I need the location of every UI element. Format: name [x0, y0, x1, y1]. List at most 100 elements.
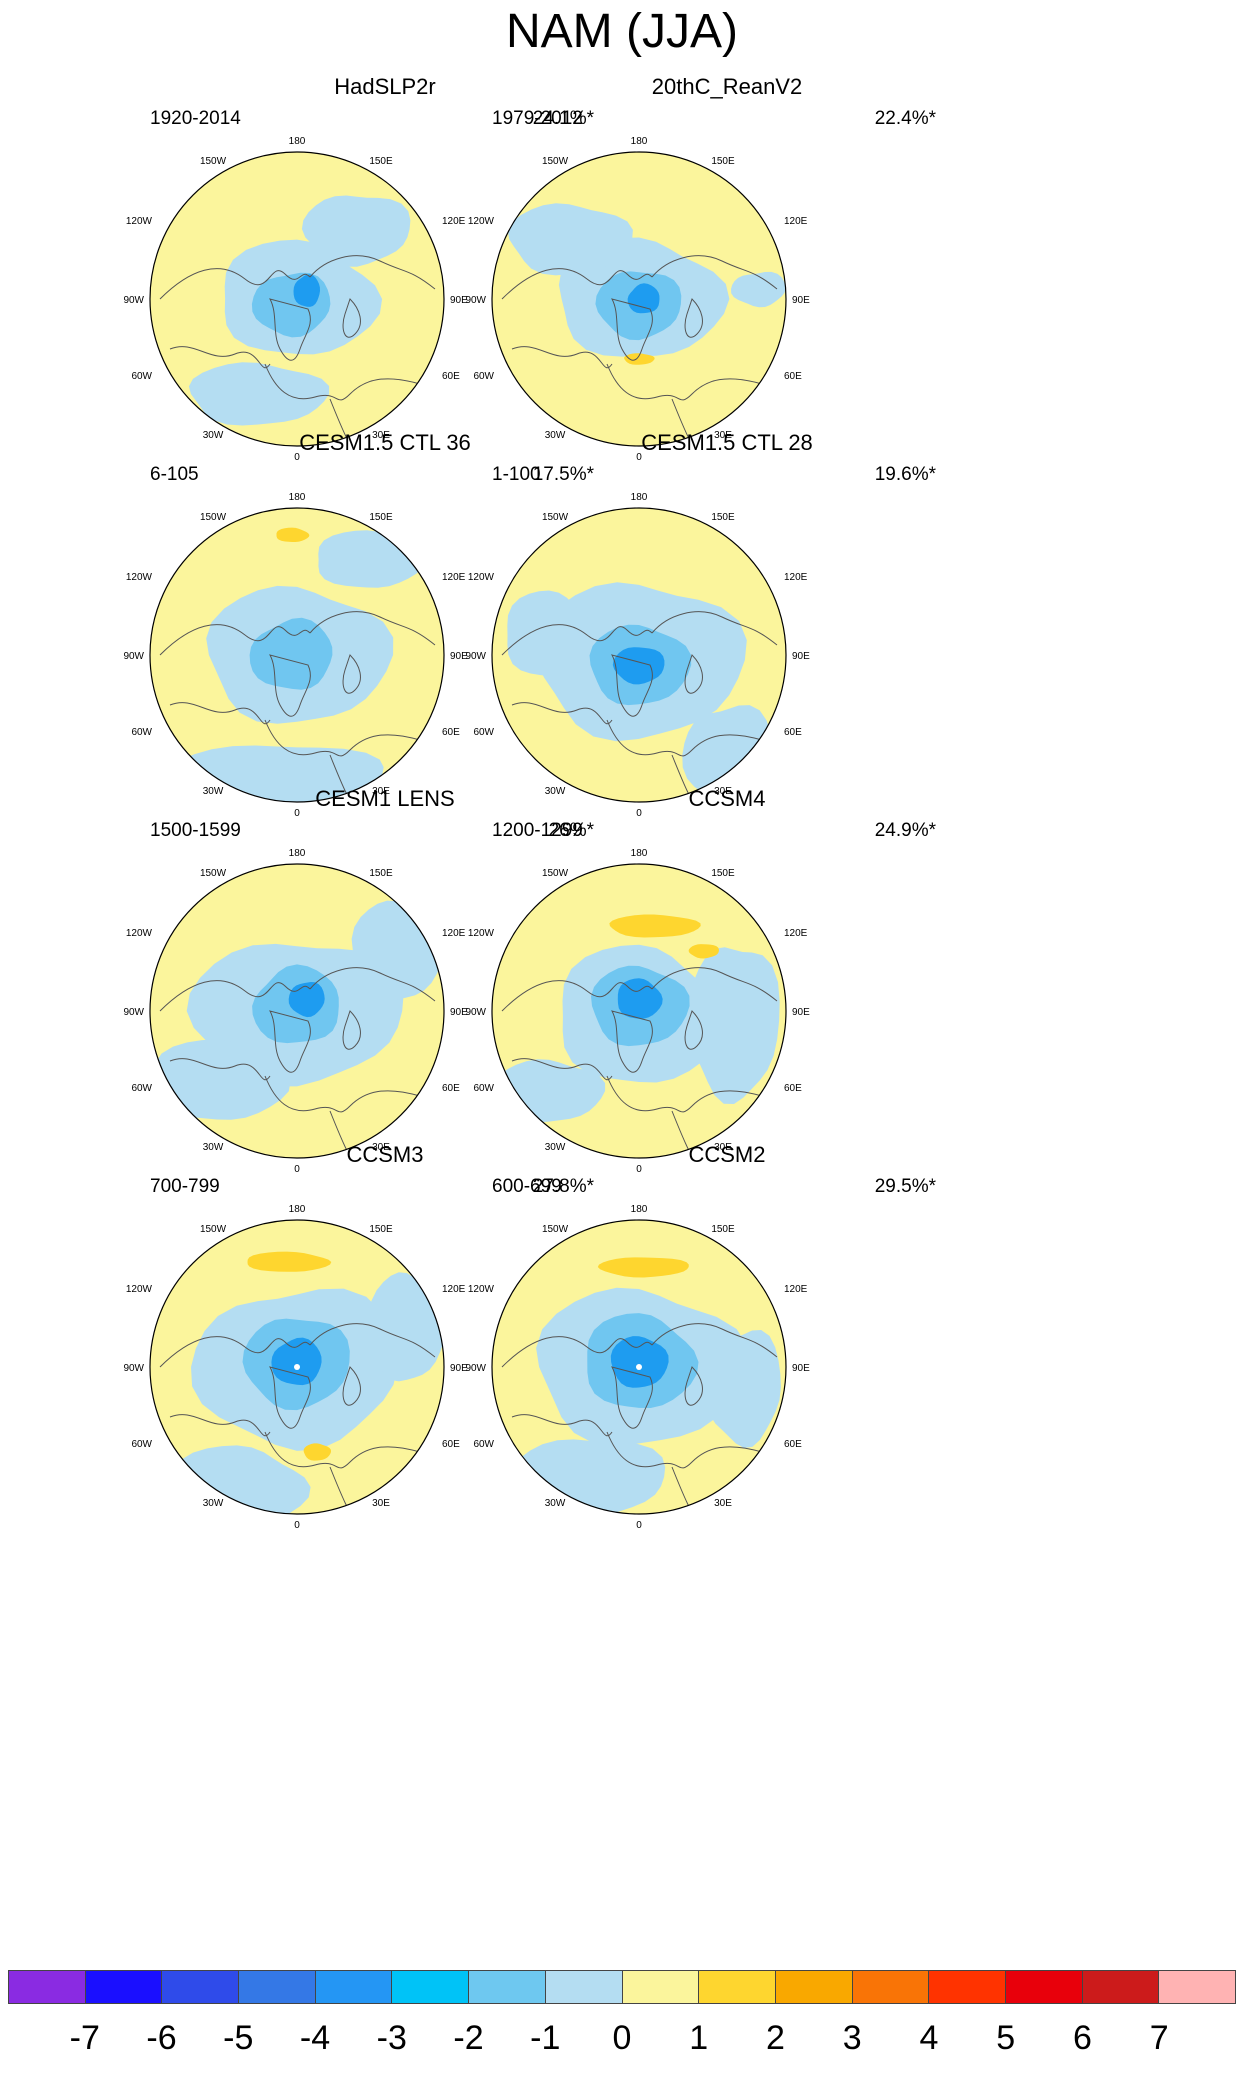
longitude-label: 150W	[200, 156, 227, 167]
map-border	[491, 1219, 787, 1515]
map-border	[491, 507, 787, 803]
panel-title: CCSM4	[688, 786, 766, 811]
map-panel: CESM1.5 CTL 36 6-105 17.5%* 180 150W 150E 120W…	[123, 430, 620, 900]
longitude-label: 60W	[131, 1083, 152, 1094]
longitude-label: 90E	[792, 1007, 810, 1018]
map-border	[149, 1219, 445, 1515]
longitude-label: 90W	[465, 1007, 486, 1018]
map-panel: CESM1.5 CTL 28 1-100 19.6%* 180 150W 150E 120W…	[465, 430, 962, 900]
colorbar-box	[162, 1971, 240, 2003]
longitude-label: 90E	[450, 651, 468, 662]
longitude-label: 150W	[200, 512, 227, 523]
contour-plus1	[276, 527, 310, 542]
longitude-label: 30W	[203, 430, 224, 441]
longitude-label: 30E	[372, 786, 390, 797]
panel-years: 600-699	[492, 1176, 562, 1197]
map-panel: CCSM2 600-699 29.5%* 180 150W 150E 120W 120E 90W…	[465, 1142, 962, 1612]
panel-title: CESM1 LENS	[315, 786, 455, 811]
contour-plus1	[597, 1257, 689, 1278]
panel-years: 1500-1599	[150, 820, 241, 841]
colorbar-tick-label: 5	[996, 2019, 1016, 2057]
longitude-label: 0	[294, 1520, 300, 1531]
coastlines	[501, 255, 778, 446]
longitude-label: 120E	[784, 928, 808, 939]
longitude-label: 90E	[450, 1007, 468, 1018]
longitude-label: 150W	[200, 1224, 227, 1235]
longitude-label: 60E	[442, 371, 460, 382]
longitude-label: 180	[289, 492, 306, 503]
panel-years: 6-105	[150, 464, 199, 485]
longitude-label: 60E	[442, 727, 460, 738]
longitude-label: 90W	[465, 1363, 486, 1374]
contour-minus1	[188, 362, 330, 426]
longitude-label: 120W	[126, 1284, 153, 1295]
panel-title: HadSLP2r	[334, 74, 436, 99]
longitude-label: 180	[289, 848, 306, 859]
contour-minus3	[293, 274, 320, 307]
polar-map: 180 150W 150E 120W 120E 90W 90E 60W 60E 30W 30E 0	[123, 136, 468, 463]
contour-minus1	[301, 195, 411, 267]
panel-years: 1920-2014	[150, 108, 241, 129]
longitude-label: 90E	[792, 295, 810, 306]
longitude-label: 30E	[714, 1498, 732, 1509]
panel-variance-percent: 24.1%*	[532, 108, 594, 129]
pole-minimum	[636, 1364, 642, 1370]
longitude-label: 150E	[369, 156, 393, 167]
longitude-label: 120E	[442, 1284, 466, 1295]
map-border	[149, 151, 445, 447]
colorbar-box	[239, 1971, 316, 2003]
longitude-label: 90E	[450, 1363, 468, 1374]
longitude-label: 0	[294, 808, 300, 819]
coastlines	[159, 1323, 436, 1514]
polar-map: 180 150W 150E 120W 120E 90W 90E 60W 60E 30W 30E 0	[465, 1204, 810, 1531]
polar-map: 180 150W 150E 120W 120E 90W 90E 60W 60E 30W 30E 0	[465, 136, 810, 463]
longitude-label: 90W	[123, 651, 144, 662]
colorbar-tick-label: 3	[842, 2019, 862, 2057]
longitude-label: 30W	[545, 1142, 566, 1153]
coastlines	[159, 611, 436, 802]
longitude-label: 150E	[711, 1224, 735, 1235]
panel-variance-percent: 29.5%*	[874, 1176, 936, 1197]
colorbar-tick-label: -2	[453, 2019, 484, 2057]
panel-title: CCSM3	[346, 1142, 424, 1167]
colorbar-tick-label: 2	[766, 2019, 785, 2057]
longitude-label: 180	[289, 136, 306, 147]
panel-variance-percent: 22.4%*	[874, 108, 936, 129]
polar-map: 180 150W 150E 120W 120E 90W 90E 60W 60E 30W 30E 0	[465, 848, 810, 1175]
longitude-label: 30W	[203, 1142, 224, 1153]
coastlines	[501, 611, 778, 802]
contour-plus1	[688, 944, 719, 959]
colorbar-tick-label: 4	[919, 2019, 939, 2057]
colorbar-tick-label: -6	[146, 2019, 177, 2057]
panel-variance-percent: 19.6%*	[874, 464, 936, 485]
colorbar-box	[775, 1971, 853, 2003]
polar-map: 180 150W 150E 120W 120E 90W 90E 60W 60E 30W 30E 0	[465, 492, 810, 819]
coastlines	[501, 1323, 778, 1514]
panel-years: 1200-1299	[492, 820, 583, 841]
colorbar-box	[929, 1971, 1006, 2003]
longitude-label: 30W	[203, 1498, 224, 1509]
panel-title: CESM1.5 CTL 36	[299, 430, 471, 455]
longitude-label: 60E	[442, 1083, 460, 1094]
longitude-label: 60W	[473, 1439, 494, 1450]
longitude-label: 0	[294, 452, 300, 463]
map-border	[491, 151, 787, 447]
colorbar-tick-label: -4	[299, 2019, 331, 2057]
longitude-label: 150W	[542, 156, 569, 167]
contour-minus2	[249, 617, 333, 690]
contour-plus1	[303, 1443, 331, 1461]
longitude-label: 30W	[545, 1498, 566, 1509]
polar-map: 180 150W 150E 120W 120E 90W 90E 60W 60E 30W 30E 0	[123, 1204, 468, 1531]
polar-map: 180 150W 150E 120W 120E 90W 90E 60W 60E 30W 30E 0	[123, 492, 468, 819]
contour-minus1	[705, 1330, 781, 1448]
figure-title: NAM (JJA)	[506, 5, 738, 58]
colorbar-box	[852, 1971, 930, 2003]
colorbar-labels: -7 -6 -5 -4 -3 -2 -1 0 1 2 3 4 5 6 7	[8, 2018, 1236, 2058]
longitude-label: 30W	[545, 786, 566, 797]
longitude-label: 150W	[200, 868, 227, 879]
contour-minus3	[627, 283, 660, 314]
longitude-label: 90E	[450, 295, 468, 306]
colorbar-box	[699, 1971, 776, 2003]
longitude-label: 90E	[792, 651, 810, 662]
longitude-label: 0	[294, 1164, 300, 1175]
